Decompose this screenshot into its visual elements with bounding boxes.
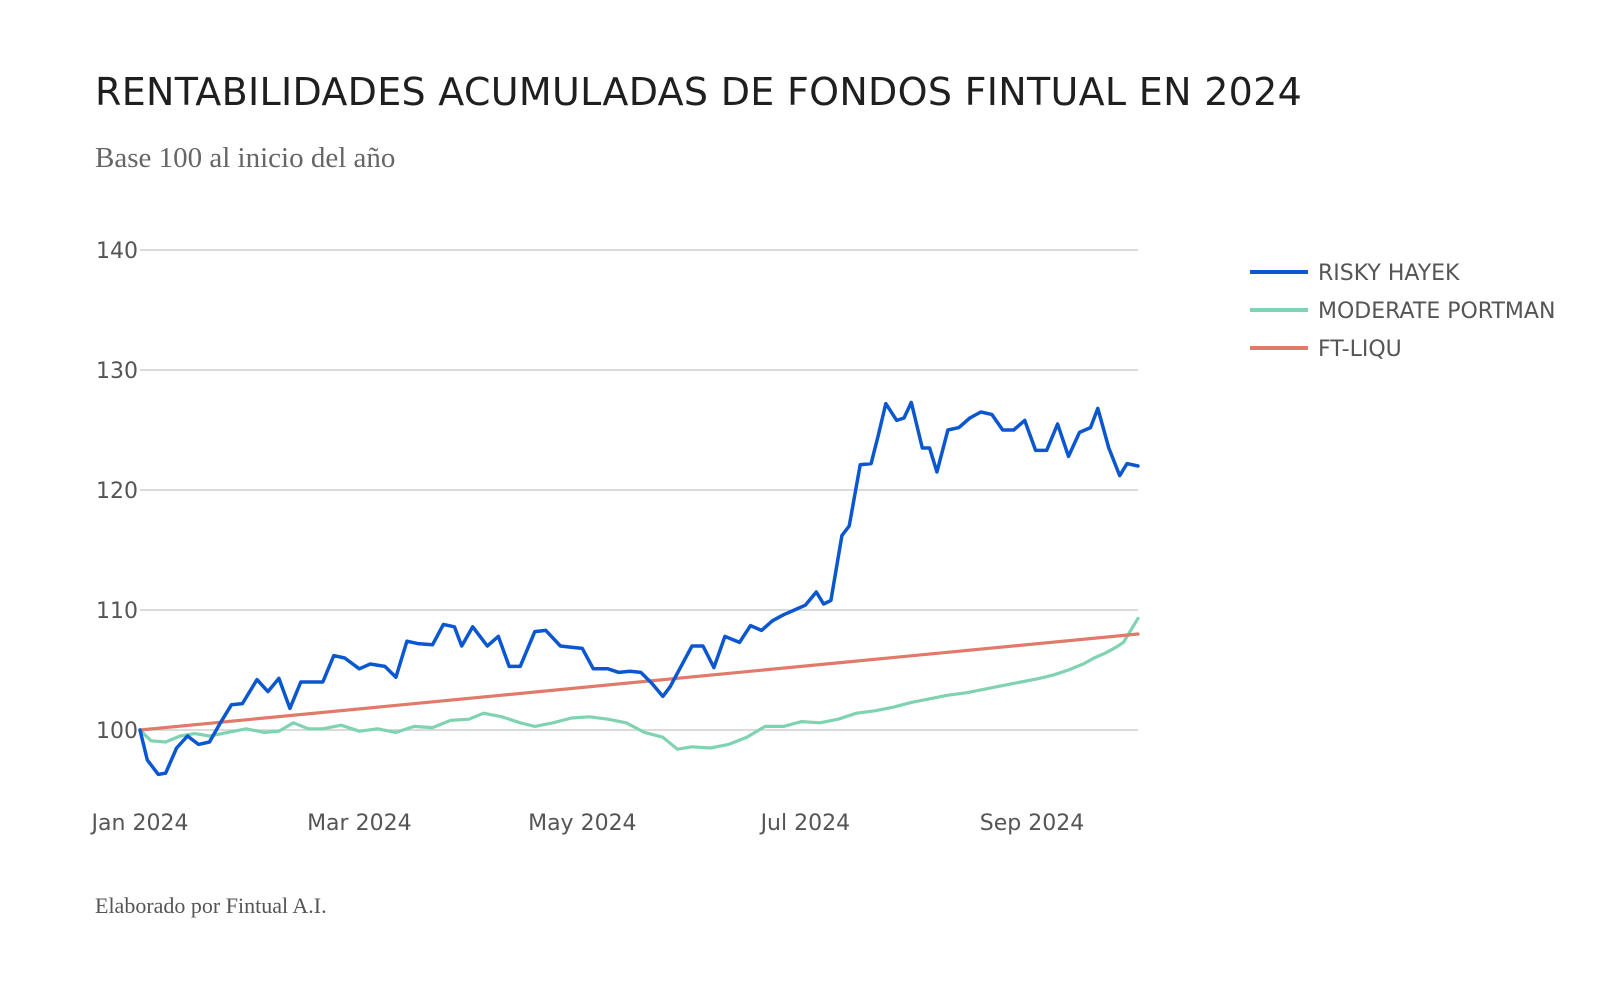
x-tick-label: Jan 2024 [90,811,189,836]
chart-subtitle: Base 100 al inicio del año [95,142,396,174]
legend-label: MODERATE PORTMAN [1318,299,1555,324]
y-tick-label: 110 [96,599,138,624]
x-tick-label: May 2024 [528,811,636,836]
x-tick-label: Jul 2024 [759,811,851,836]
series-line-ft-liqu [138,632,1140,732]
source-note: Elaborado por Fintual A.I. [95,893,327,918]
x-axis: Jan 2024 Mar 2024 May 2024 Jul 2024 Sep 2024 [90,811,1085,836]
x-tick-label: Mar 2024 [307,811,412,836]
series-line-moderate-portman [138,616,1140,751]
legend-label: FT-LIQU [1318,337,1402,362]
y-tick-label: 120 [96,479,138,504]
legend-label: RISKY HAYEK [1318,261,1460,286]
legend: RISKY HAYEK MODERATE PORTMAN FT-LIQU [1250,261,1555,362]
series-lines [138,400,1140,777]
series-line-risky-hayek [138,400,1140,777]
y-tick-label: 100 [96,719,138,744]
y-axis: 100 110 120 130 140 [96,239,138,744]
y-tick-label: 130 [96,359,138,384]
chart-title: RENTABILIDADES ACUMULADAS DE FONDOS FINT… [95,70,1303,114]
x-tick-label: Sep 2024 [980,811,1084,836]
grid-lines [140,249,1138,731]
y-tick-label: 140 [96,239,138,264]
